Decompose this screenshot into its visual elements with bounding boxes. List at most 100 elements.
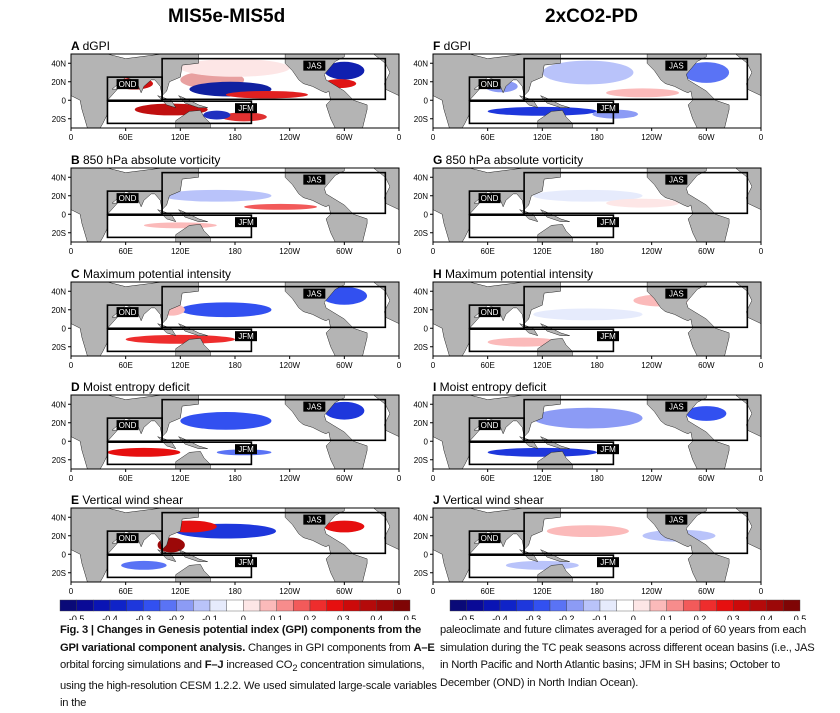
caption-title: Changes in Genesis potential index (GPI)… <box>60 624 422 654</box>
lat-tick-label: 20N <box>413 419 428 428</box>
land <box>433 54 561 128</box>
lon-tick-label: 60W <box>336 133 353 142</box>
colorbar-swatch <box>649 599 667 612</box>
lon-tick-label: 120E <box>533 361 552 370</box>
panel-title: F dGPI <box>433 39 471 53</box>
lon-tick-label: 120E <box>533 587 552 596</box>
anomaly-field <box>162 189 272 202</box>
lat-tick-label: 20N <box>413 532 428 541</box>
lat-tick-label: 0 <box>62 96 67 105</box>
lat-tick-label: 0 <box>424 324 429 333</box>
lon-tick-label: 180 <box>590 133 604 142</box>
colorbar-swatch <box>583 599 601 612</box>
region-label-bg <box>303 60 326 71</box>
region-label-bg <box>597 103 619 114</box>
caption-sub: 2 <box>292 663 298 674</box>
panel-title: A dGPI <box>71 39 110 53</box>
lon-tick-label: 120E <box>171 361 190 370</box>
region-label: JFM <box>600 218 616 227</box>
panel-title: B 850 hPa absolute vorticity <box>71 153 220 167</box>
colorbar-swatch <box>376 599 394 612</box>
lon-tick-label: 120W <box>279 474 300 483</box>
panel-title: G 850 hPa absolute vorticity <box>433 153 583 167</box>
lon-tick-label: 180 <box>228 587 242 596</box>
colorbar-tick-label: 0.4 <box>370 614 383 620</box>
lon-tick-label: 120W <box>279 361 300 370</box>
land <box>284 282 368 356</box>
lon-tick-label: 120W <box>641 587 662 596</box>
panel-title: J Vertical wind shear <box>433 493 544 507</box>
lon-tick-label: 120E <box>171 587 190 596</box>
colorbar-swatch <box>109 599 127 612</box>
lat-tick-label: 20S <box>414 343 428 352</box>
land <box>646 168 730 242</box>
lon-tick-label: 0 <box>759 587 764 596</box>
lat-tick-label: 40N <box>413 400 428 409</box>
region-box-jas <box>523 285 749 329</box>
region-label-bg <box>235 217 257 228</box>
region-label-bg <box>665 401 688 412</box>
caption-right: paleoclimate and future climates average… <box>440 624 815 689</box>
lon-tick-label: 0 <box>759 361 764 370</box>
region-label: OND <box>481 308 499 317</box>
region-label-bg <box>235 444 257 455</box>
lat-tick-label: 40N <box>51 59 66 68</box>
region-label: OND <box>481 534 499 543</box>
colorbar-swatch <box>633 599 651 612</box>
lon-tick-label: 0 <box>431 587 436 596</box>
lon-tick-label: 60E <box>481 474 495 483</box>
lat-tick-label: 0 <box>424 437 429 446</box>
land <box>284 508 368 582</box>
land <box>71 395 199 469</box>
lat-tick-label: 20S <box>414 569 428 578</box>
map-content <box>433 508 761 582</box>
region-label: OND <box>119 194 137 203</box>
region-box-jas <box>161 398 387 442</box>
anomaly-field <box>533 308 643 321</box>
colorbar-swatch <box>733 599 751 612</box>
lat-tick-label: 20N <box>51 78 66 87</box>
land <box>646 54 730 128</box>
region-label: JFM <box>238 218 254 227</box>
lat-tick-label: 40N <box>51 400 66 409</box>
region-label: JFM <box>600 445 616 454</box>
lon-tick-label: 120E <box>533 474 552 483</box>
colorbar-swatch <box>76 599 94 612</box>
region-label-bg <box>303 288 326 299</box>
lon-tick-label: 0 <box>759 133 764 142</box>
colorbar-tick-label: -0.5 <box>69 614 85 620</box>
column-title-right: 2xCO2-PD <box>545 6 638 27</box>
panel-letter: H <box>433 267 445 281</box>
lon-tick-label: 60W <box>698 361 715 370</box>
panel-name: Maximum potential intensity <box>445 267 593 281</box>
region-label: OND <box>119 308 137 317</box>
lat-tick-label: 40N <box>51 173 66 182</box>
lon-tick-label: 180 <box>590 587 604 596</box>
colorbar-tick-label: 0 <box>631 614 636 620</box>
lon-tick-label: 180 <box>228 361 242 370</box>
colorbar-swatch <box>666 599 684 612</box>
region-label: JFM <box>238 104 254 113</box>
lon-tick-label: 120W <box>641 247 662 256</box>
anomaly-field <box>533 407 643 429</box>
panel-name: 850 hPa absolute vorticity <box>446 153 583 167</box>
lon-tick-label: 120W <box>279 587 300 596</box>
region-label: OND <box>119 80 137 89</box>
lon-tick-label: 120W <box>641 133 662 142</box>
caption-text: orbital forcing simulations and <box>60 659 205 671</box>
region-label: JAS <box>669 516 684 525</box>
region-label: JFM <box>238 332 254 341</box>
anomaly-field <box>505 560 579 570</box>
lon-tick-label: 0 <box>431 474 436 483</box>
lon-tick-label: 0 <box>397 474 402 483</box>
panel-title: D Moist entropy deficit <box>71 380 190 394</box>
region-label-bg <box>597 444 619 455</box>
land <box>71 168 199 242</box>
panel-letter: D <box>71 380 83 394</box>
region-label: OND <box>481 421 499 430</box>
lon-tick-label: 180 <box>590 361 604 370</box>
anomaly-field <box>324 520 365 533</box>
lon-tick-label: 180 <box>228 247 242 256</box>
colorbar-tick-label: -0.5 <box>459 614 475 620</box>
